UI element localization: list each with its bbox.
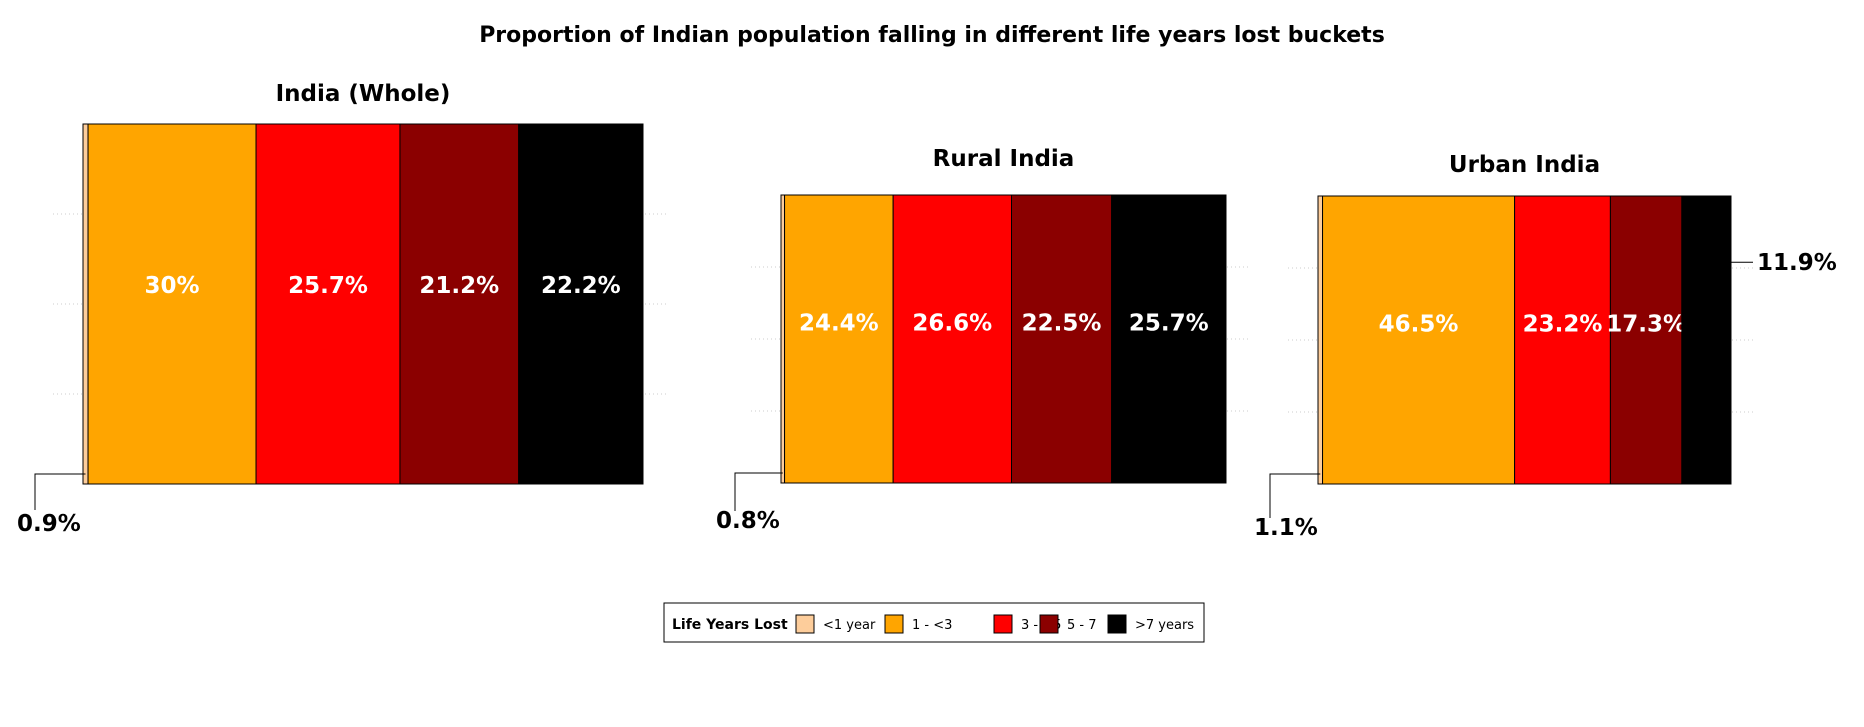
bar-segment [87,123,257,485]
chart-title: Proportion of Indian population falling … [479,23,1385,48]
data-label: 25.7% [1129,310,1209,336]
panel-title: Urban India [1449,152,1600,178]
panel-2: Rural India 0.8% 24.4% 26.6% 22.5% 25.7% [716,146,1251,534]
bar-segment [1514,195,1611,485]
panel-title: Rural India [933,146,1075,172]
data-label: 24.4% [799,310,879,336]
data-label: 11.9% [1757,250,1837,276]
leader-line [34,473,86,510]
data-label: 22.5% [1022,310,1102,336]
data-label: 23.2% [1523,311,1603,337]
legend-entry: 1 - <3 [912,618,952,633]
data-label: 22.2% [541,273,621,299]
bar-segment [1609,195,1683,485]
bar-segment [255,123,401,485]
leader-line [734,472,783,511]
data-label: 21.2% [419,273,499,299]
bar-segment [1681,195,1732,485]
legend-swatch [1039,614,1059,634]
bar-segment [784,194,894,484]
bar-segment [892,194,1013,484]
data-label: 25.7% [288,273,368,299]
bar-segment [1322,195,1516,485]
data-label: 26.6% [912,310,992,336]
panel-title: India (Whole) [276,81,451,107]
bar-segment [1111,194,1227,484]
legend-entry: >7 years [1135,618,1194,633]
panels: India (Whole) 0.9% 30% 25.7% 21.2% 22.2% Rural… [17,81,1837,541]
bar-segment [1011,194,1113,484]
data-label: 0.9% [17,511,81,537]
data-label: 0.8% [716,508,780,534]
bar-segment [780,194,786,484]
legend-entry: <1 year [823,618,876,633]
legend-entry: 5 - 7 [1067,618,1097,633]
data-label: 46.5% [1379,311,1459,337]
bar-segment [82,123,89,485]
legend-swatch [993,614,1013,634]
legend-swatch [884,614,904,634]
legend-swatch [1107,614,1127,634]
data-label: 17.3% [1606,311,1686,337]
legend-swatch [795,614,815,634]
panel-1: India (Whole) 0.9% 30% 25.7% 21.2% 22.2% [17,81,668,537]
bar-segment [399,123,520,485]
leader-line [1269,473,1321,518]
legend-title: Life Years Lost [672,617,788,633]
bar-segment [1317,195,1324,485]
panel-3: Urban India 1.1% 46.5% 23.2% 17.3% 11.9% [1254,152,1837,541]
data-label: 1.1% [1254,515,1318,541]
data-label: 30% [145,273,200,299]
bar-segment [518,123,644,485]
